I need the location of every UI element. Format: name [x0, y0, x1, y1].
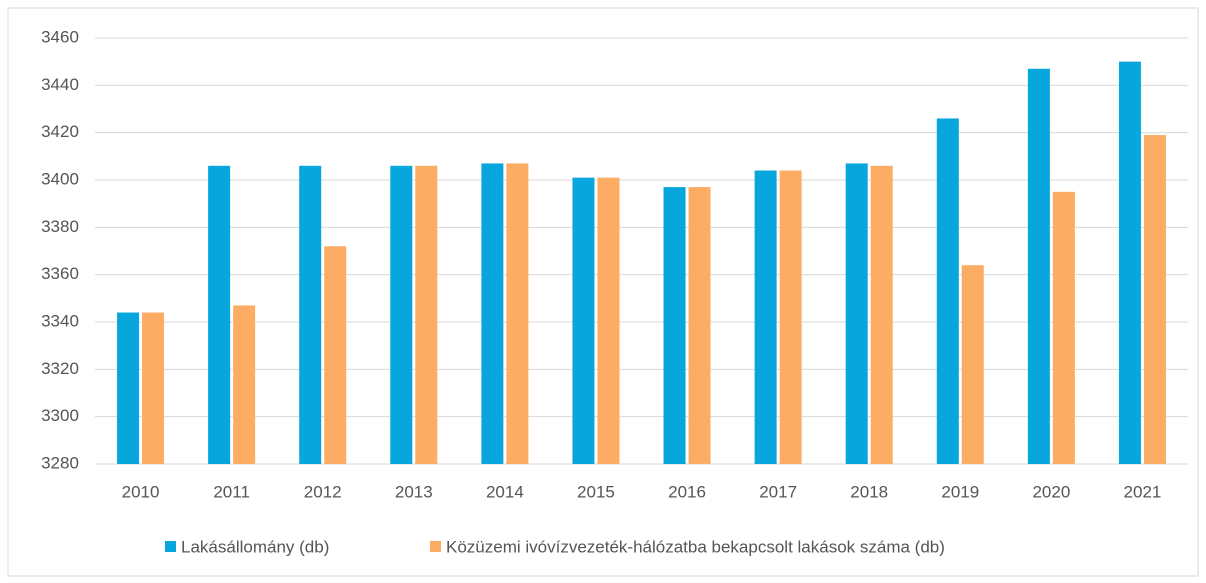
bar: [208, 165, 231, 465]
bar: [233, 305, 256, 464]
x-tick-label: 2015: [577, 482, 615, 501]
bar: [845, 163, 868, 464]
y-tick-label: 3380: [41, 217, 79, 236]
bar: [1052, 191, 1075, 465]
bar: [481, 163, 504, 464]
bar: [779, 170, 802, 465]
y-tick-label: 3340: [41, 311, 79, 330]
x-tick-label: 2019: [941, 482, 979, 501]
bar: [299, 165, 322, 465]
bar: [1143, 135, 1166, 465]
x-tick-label: 2012: [304, 482, 342, 501]
x-tick-label: 2020: [1032, 482, 1070, 501]
legend-swatch: [165, 541, 176, 552]
x-tick-label: 2018: [850, 482, 888, 501]
bar: [415, 165, 438, 465]
bar: [663, 187, 686, 464]
bar: [390, 165, 413, 465]
bar: [117, 312, 140, 464]
bar: [572, 177, 595, 464]
bar: [754, 170, 777, 465]
y-tick-label: 3300: [41, 406, 79, 425]
x-tick-label: 2016: [668, 482, 706, 501]
y-tick-label: 3440: [41, 75, 79, 94]
x-tick-label: 2017: [759, 482, 797, 501]
bar: [870, 165, 893, 465]
bar: [506, 163, 529, 464]
bar: [961, 265, 984, 464]
bar: [142, 312, 165, 464]
x-tick-label: 2013: [395, 482, 433, 501]
legend-label: Lakásállomány (db): [181, 537, 329, 556]
bar: [597, 177, 620, 464]
y-tick-label: 3280: [41, 453, 79, 472]
bar: [324, 246, 347, 464]
bar: [1027, 68, 1050, 465]
y-tick-label: 3360: [41, 264, 79, 283]
y-tick-label: 3400: [41, 169, 79, 188]
legend-label: Közüzemi ivóvízvezeték-hálózatba bekapcs…: [446, 537, 945, 556]
y-tick-label: 3420: [41, 122, 79, 141]
x-tick-label: 2021: [1124, 482, 1162, 501]
x-tick-label: 2010: [122, 482, 160, 501]
bar: [1118, 61, 1141, 465]
x-tick-label: 2014: [486, 482, 524, 501]
y-tick-label: 3460: [41, 27, 79, 46]
bar: [688, 187, 711, 464]
y-tick-label: 3320: [41, 359, 79, 378]
bar: [936, 118, 959, 464]
legend-swatch: [430, 541, 441, 552]
x-tick-label: 2011: [213, 482, 250, 501]
